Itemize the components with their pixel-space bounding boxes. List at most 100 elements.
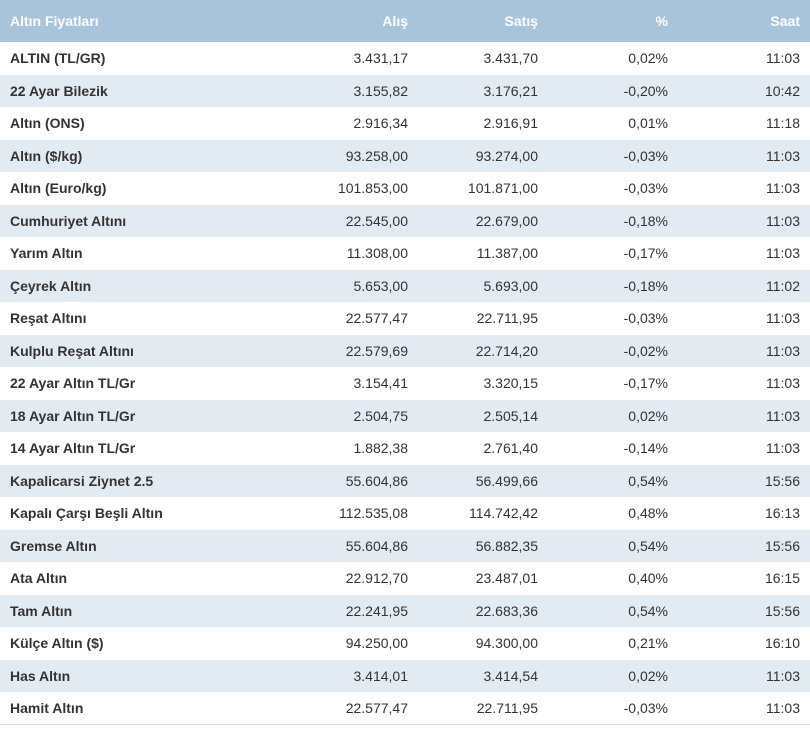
table-header: Altın Fiyatları Alış Satış % Saat	[0, 0, 810, 43]
row-buy: 22.912,70	[160, 561, 418, 595]
header-time[interactable]: Saat	[678, 0, 810, 43]
table-row[interactable]: Altın (ONS) 2.916,34 2.916,91 0,01% 11:18	[0, 106, 810, 140]
row-time: 11:03	[678, 236, 810, 270]
table-row[interactable]: Cumhuriyet Altını 22.545,00 22.679,00 -0,18…	[0, 204, 810, 237]
table-row[interactable]: Has Altın 3.414,01 3.414,54 0,02% 11:03	[0, 659, 810, 692]
row-name[interactable]: Kapalicarsi Ziynet 2.5	[0, 464, 160, 497]
header-name[interactable]: Altın Fiyatları	[0, 0, 160, 43]
row-time: 15:56	[678, 529, 810, 562]
row-buy: 22.241,95	[160, 594, 418, 627]
table-row[interactable]: Altın ($/kg) 93.258,00 93.274,00 -0,03% 11:0…	[0, 139, 810, 172]
row-change: -0,17%	[548, 366, 678, 400]
row-name[interactable]: Tam Altın	[0, 594, 160, 627]
row-buy: 55.604,86	[160, 464, 418, 497]
table-row[interactable]: Kapalicarsi Ziynet 2.5 55.604,86 56.499,66…	[0, 464, 810, 497]
row-sell: 22.714,20	[418, 334, 548, 367]
table-row[interactable]: Reşat Altını 22.577,47 22.711,95 -0,03% 11:0…	[0, 301, 810, 335]
row-sell: 3.431,70	[418, 41, 548, 75]
row-buy: 1.882,38	[160, 431, 418, 465]
row-sell: 23.487,01	[418, 561, 548, 595]
row-time: 11:03	[678, 691, 810, 725]
row-buy: 112.535,08	[160, 496, 418, 530]
row-time: 11:03	[678, 301, 810, 335]
header-row: Altın Fiyatları Alış Satış % Saat	[0, 0, 810, 43]
row-name[interactable]: ALTIN (TL/GR)	[0, 41, 160, 75]
row-buy: 55.604,86	[160, 529, 418, 562]
table-row[interactable]: 14 Ayar Altın TL/Gr 1.882,38 2.761,40 -0,14…	[0, 431, 810, 465]
row-change: 0,02%	[548, 399, 678, 432]
table-row[interactable]: Ata Altın 22.912,70 23.487,01 0,40% 16:15	[0, 561, 810, 595]
row-sell: 22.683,36	[418, 594, 548, 627]
row-sell: 11.387,00	[418, 236, 548, 270]
row-change: -0,03%	[548, 139, 678, 172]
row-name[interactable]: 14 Ayar Altın TL/Gr	[0, 431, 160, 465]
table-row[interactable]: 18 Ayar Altın TL/Gr 2.504,75 2.505,14 0,02%…	[0, 399, 810, 432]
table-row[interactable]: 22 Ayar Bilezik 3.155,82 3.176,21 -0,20% 10:…	[0, 74, 810, 107]
row-buy: 2.504,75	[160, 399, 418, 432]
row-time: 11:03	[678, 171, 810, 205]
table-row[interactable]: Kapalı Çarşı Beşli Altın 112.535,08 114.74…	[0, 496, 810, 530]
row-name[interactable]: 18 Ayar Altın TL/Gr	[0, 399, 160, 432]
row-buy: 22.545,00	[160, 204, 418, 237]
row-change: 0,40%	[548, 561, 678, 595]
row-buy: 3.414,01	[160, 659, 418, 692]
row-name[interactable]: 22 Ayar Altın TL/Gr	[0, 366, 160, 400]
row-change: 0,48%	[548, 496, 678, 530]
row-name[interactable]: 22 Ayar Bilezik	[0, 74, 160, 107]
row-sell: 3.320,15	[418, 366, 548, 400]
header-buy[interactable]: Alış	[160, 0, 418, 43]
row-sell: 3.176,21	[418, 74, 548, 107]
row-sell: 5.693,00	[418, 269, 548, 302]
table-row[interactable]: Külçe Altın ($) 94.250,00 94.300,00 0,21% 16…	[0, 626, 810, 660]
row-buy: 11.308,00	[160, 236, 418, 270]
table-row[interactable]: Yarım Altın 11.308,00 11.387,00 -0,17% 11:03	[0, 236, 810, 270]
row-buy: 22.577,47	[160, 691, 418, 725]
table-row[interactable]: Tam Altın 22.241,95 22.683,36 0,54% 15:56	[0, 594, 810, 627]
table-body: ALTIN (TL/GR) 3.431,17 3.431,70 0,02% 11:03 2…	[0, 41, 810, 725]
header-sell[interactable]: Satış	[418, 0, 548, 43]
row-time: 11:03	[678, 334, 810, 367]
table-row[interactable]: Gremse Altın 55.604,86 56.882,35 0,54% 15:56	[0, 529, 810, 562]
row-buy: 22.579,69	[160, 334, 418, 367]
row-sell: 114.742,42	[418, 496, 548, 530]
row-name[interactable]: Reşat Altını	[0, 301, 160, 335]
table-row[interactable]: 22 Ayar Altın TL/Gr 3.154,41 3.320,15 -0,17…	[0, 366, 810, 400]
row-time: 11:03	[678, 366, 810, 400]
table-row[interactable]: Kulplu Reşat Altını 22.579,69 22.714,20 -0,…	[0, 334, 810, 367]
row-name[interactable]: Külçe Altın ($)	[0, 626, 160, 660]
row-sell: 2.761,40	[418, 431, 548, 465]
row-sell: 2.505,14	[418, 399, 548, 432]
table-row[interactable]: Altın (Euro/kg) 101.853,00 101.871,00 -0,03…	[0, 171, 810, 205]
row-change: -0,03%	[548, 691, 678, 725]
table-row[interactable]: ALTIN (TL/GR) 3.431,17 3.431,70 0,02% 11:03	[0, 41, 810, 75]
row-sell: 93.274,00	[418, 139, 548, 172]
row-name[interactable]: Hamit Altın	[0, 691, 160, 725]
row-change: -0,17%	[548, 236, 678, 270]
row-buy: 3.431,17	[160, 41, 418, 75]
row-sell: 2.916,91	[418, 106, 548, 140]
row-name[interactable]: Altın (Euro/kg)	[0, 171, 160, 205]
row-name[interactable]: Altın ($/kg)	[0, 139, 160, 172]
row-name[interactable]: Has Altın	[0, 659, 160, 692]
row-buy: 93.258,00	[160, 139, 418, 172]
header-change[interactable]: %	[548, 0, 678, 43]
row-name[interactable]: Gremse Altın	[0, 529, 160, 562]
row-sell: 22.679,00	[418, 204, 548, 237]
row-name[interactable]: Yarım Altın	[0, 236, 160, 270]
row-sell: 22.711,95	[418, 691, 548, 725]
row-buy: 3.155,82	[160, 74, 418, 107]
row-name[interactable]: Altın (ONS)	[0, 106, 160, 140]
row-name[interactable]: Çeyrek Altın	[0, 269, 160, 302]
row-name[interactable]: Ata Altın	[0, 561, 160, 595]
table-row[interactable]: Çeyrek Altın 5.653,00 5.693,00 -0,18% 11:02	[0, 269, 810, 302]
table-row[interactable]: Hamit Altın 22.577,47 22.711,95 -0,03% 11:03	[0, 691, 810, 725]
row-buy: 3.154,41	[160, 366, 418, 400]
row-name[interactable]: Cumhuriyet Altını	[0, 204, 160, 237]
row-time: 11:18	[678, 106, 810, 140]
row-sell: 3.414,54	[418, 659, 548, 692]
row-sell: 56.499,66	[418, 464, 548, 497]
row-name[interactable]: Kulplu Reşat Altını	[0, 334, 160, 367]
row-name[interactable]: Kapalı Çarşı Beşli Altın	[0, 496, 163, 530]
row-time: 15:56	[678, 594, 810, 627]
